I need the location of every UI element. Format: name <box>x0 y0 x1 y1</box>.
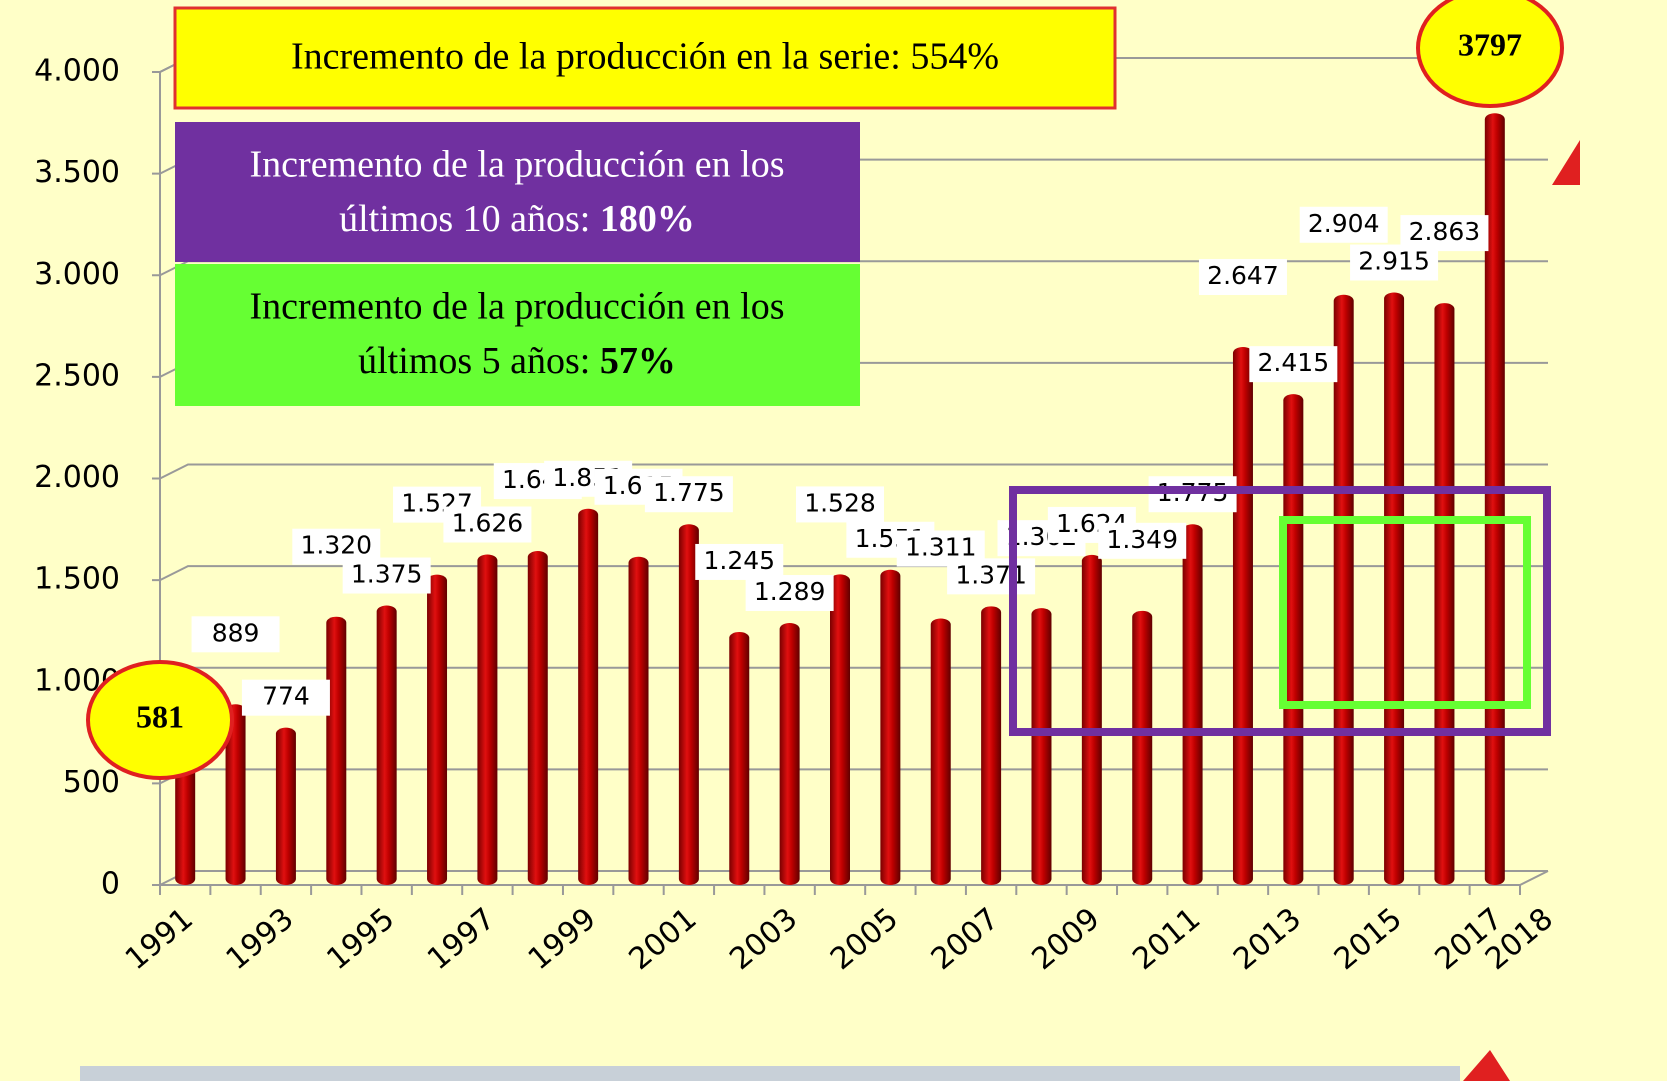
note-value: 180% <box>600 198 695 240</box>
decoration <box>1552 140 1580 185</box>
note-box <box>175 264 860 406</box>
value-label-bg <box>644 476 733 513</box>
value-label-bg <box>1400 215 1489 252</box>
decoration <box>1463 1050 1510 1081</box>
value-label-bg <box>1148 476 1237 513</box>
value-label: 889 <box>212 618 260 647</box>
bar <box>1484 113 1505 885</box>
note-text: últimos 5 años: 57% <box>358 340 676 382</box>
value-label-bg <box>1098 522 1187 559</box>
y-tick-label: 1.500 <box>34 562 120 597</box>
note-box <box>175 122 860 262</box>
value-label: 1.311 <box>905 533 977 562</box>
bar <box>1031 608 1052 885</box>
bar <box>1081 554 1102 885</box>
value-label-bg <box>443 506 532 543</box>
value-label-bg <box>1198 258 1287 295</box>
bar <box>527 551 548 885</box>
highlight-5-years <box>1279 516 1531 709</box>
value-label: 1.528 <box>804 488 876 517</box>
bar <box>830 574 850 885</box>
value-label: 2.415 <box>1258 348 1330 377</box>
y-tick-label: 500 <box>63 765 120 800</box>
note-box <box>173 6 1117 110</box>
bottom-bar <box>80 1066 1460 1081</box>
value-label-bg <box>191 616 280 653</box>
bar <box>1333 294 1354 886</box>
bar <box>1132 610 1153 885</box>
value-label: 1.320 <box>301 531 373 560</box>
value-label: 2.647 <box>1207 261 1279 290</box>
note-5-years: Incremento de la producción en los últim… <box>175 264 860 406</box>
value-label-bg <box>241 679 330 716</box>
bar <box>930 618 951 885</box>
value-label: 1.775 <box>653 478 725 507</box>
y-tick-label: 4.000 <box>34 54 120 89</box>
grid-line <box>159 463 1548 480</box>
bar <box>225 704 246 885</box>
bar <box>1434 303 1455 886</box>
bar <box>275 727 296 885</box>
note-text: Incremento de la producción en la serie:… <box>291 36 999 78</box>
bar <box>427 574 448 885</box>
bar <box>477 554 498 885</box>
bar <box>678 524 699 885</box>
note-text: Incremento de la producción en los <box>250 144 785 186</box>
y-tick-label: 3.500 <box>34 155 120 190</box>
value-label: 774 <box>262 682 310 711</box>
note-text: Incremento de la producción en los <box>250 286 785 328</box>
y-tick-label: 2.500 <box>34 358 120 393</box>
bar <box>326 616 347 885</box>
value-label: 2.915 <box>1358 247 1430 276</box>
bar <box>779 623 800 885</box>
bar <box>175 766 196 885</box>
value-label-bubble <box>1416 0 1564 108</box>
bar <box>578 508 599 885</box>
value-label-bg <box>796 486 884 523</box>
value-label: 2.863 <box>1409 217 1481 246</box>
value-label: 3797 <box>1458 26 1522 62</box>
y-tick-label: 3.000 <box>34 257 120 292</box>
bar <box>981 606 1002 885</box>
bar <box>1384 292 1405 885</box>
value-label-bg <box>745 575 834 612</box>
value-label: 1.289 <box>754 577 826 606</box>
value-label-bg <box>1249 346 1338 383</box>
value-label-bubble <box>86 660 234 780</box>
value-label: 1.375 <box>351 560 423 589</box>
bar <box>1232 346 1253 885</box>
value-label-bg <box>947 558 1036 595</box>
bar <box>880 569 901 885</box>
note-10-years: Incremento de la producción en los últim… <box>175 122 860 262</box>
bar <box>628 556 649 885</box>
value-label: 2.904 <box>1308 209 1380 238</box>
bar <box>729 631 750 885</box>
note-value: 57% <box>600 340 676 382</box>
note-text: últimos 10 años: <box>339 198 600 240</box>
value-label-bg <box>695 543 784 580</box>
highlight-10-years <box>1009 486 1551 736</box>
bar <box>1182 524 1203 885</box>
value-label-bg <box>1299 206 1388 243</box>
note-series: Incremento de la producción en la serie:… <box>173 6 1117 110</box>
value-label: 1.349 <box>1106 525 1178 554</box>
value-label: 1.626 <box>452 509 524 538</box>
note-text: últimos 10 años: 180% <box>339 198 695 240</box>
y-tick-label: 0 <box>101 867 120 902</box>
value-label-bg <box>342 557 431 594</box>
y-tick-label: 2.000 <box>34 460 120 495</box>
value-label: 1.245 <box>703 546 775 575</box>
value-label: 581 <box>136 698 184 734</box>
bar <box>376 605 397 885</box>
note-text: últimos 5 años: <box>358 340 600 382</box>
